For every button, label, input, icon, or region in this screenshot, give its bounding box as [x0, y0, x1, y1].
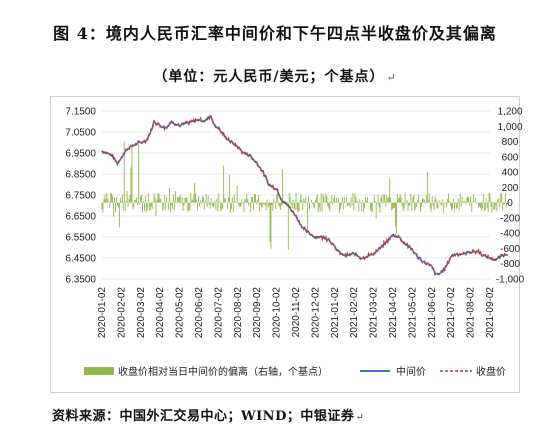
x-axis-tick-label: 2020-08-02 — [233, 287, 244, 339]
legend-swatch-deviation — [84, 367, 114, 375]
x-axis-ticks: 2020-01-02 2020-02-02 2020-03-02 2020-04-02… — [97, 287, 496, 339]
x-axis-tick-label: 2021-01-02 — [330, 287, 341, 339]
chart-frame — [50, 96, 520, 393]
left-axis-tick-label: 7.0500 — [65, 128, 96, 139]
right-axis-tick-label: 1,000 — [497, 122, 522, 133]
subtitle-text: （单位：元人民币/美元；个基点） — [153, 69, 385, 85]
source-note: 资料来源：中国外汇交易中心；WIND；中银证券↵ — [52, 405, 364, 424]
right-axis-tick-label: 1,200 — [497, 107, 522, 118]
left-axis-tick-label: 6.9500 — [65, 149, 96, 160]
x-axis-tick-label: 2021-09-02 — [485, 287, 496, 339]
close-price-line — [101, 114, 509, 276]
x-axis-tick-label: 2020-04-02 — [155, 287, 166, 339]
left-axis-tick-label: 6.3500 — [65, 275, 96, 286]
x-axis-tick-label: 2021-06-02 — [427, 287, 438, 339]
x-axis-tick-label: 2020-07-02 — [213, 287, 224, 339]
right-axis-tick-label: -600 — [500, 244, 520, 255]
left-axis-tick-label: 6.4500 — [65, 254, 96, 265]
chart-title: 图 4：境内人民币汇率中间价和下午四点半收盘价及其偏离 — [53, 24, 497, 43]
legend: 收盘价相对当日中间价的偏离（右轴，个基点） 中间价 收盘价 — [84, 365, 506, 378]
x-axis-tick-label: 2020-03-02 — [136, 287, 147, 339]
legend-label-deviation: 收盘价相对当日中间价的偏离（右轴，个基点） — [118, 365, 328, 378]
left-axis-tick-label: 6.6500 — [65, 212, 96, 223]
x-axis-tick-label: 2021-08-02 — [466, 287, 477, 339]
left-axis-tick-label: 6.7500 — [65, 191, 96, 202]
right-axis-tick-label: -200 — [500, 213, 520, 224]
source-text: 资料来源：中国外汇交易中心；WIND；中银证券 — [52, 409, 355, 424]
left-axis-tick-label: 7.1500 — [65, 107, 96, 118]
x-axis-tick-label: 2021-03-02 — [369, 287, 380, 339]
right-axis-tick-label: 800 — [502, 137, 519, 148]
x-axis-tick-label: 2020-02-02 — [116, 287, 127, 339]
legend-label-close: 收盘价 — [476, 365, 506, 378]
grid-lines — [102, 110, 490, 280]
x-axis-tick-label: 2020-06-02 — [194, 287, 205, 339]
x-axis-tick-label: 2021-07-02 — [446, 287, 457, 339]
x-axis-tick-label: 2020-12-02 — [310, 287, 321, 339]
chart-subtitle: （单位：元人民币/美元；个基点） ↵ — [0, 66, 550, 86]
right-axis-tick-label: -1,000 — [496, 275, 525, 286]
right-axis-tick-label: 600 — [502, 152, 519, 163]
right-axis-tick-label: -400 — [500, 229, 520, 240]
left-axis-tick-label: 6.8500 — [65, 170, 96, 181]
right-axis-tick-label: 0 — [507, 198, 513, 209]
price-lines — [101, 114, 509, 277]
paragraph-mark-icon: ↵ — [355, 412, 365, 423]
legend-label-mid: 中间价 — [396, 365, 426, 378]
x-axis-tick-label: 2020-09-02 — [252, 287, 263, 339]
right-axis-tick-label: 200 — [502, 183, 519, 194]
x-axis-tick-label: 2021-04-02 — [388, 287, 399, 339]
left-axis-tick-label: 6.5500 — [65, 233, 96, 244]
deviation-bars — [101, 141, 508, 250]
x-axis-tick-label: 2020-11-02 — [291, 287, 302, 338]
x-axis-tick-label: 2020-01-02 — [97, 287, 108, 339]
x-axis-tick-label: 2021-05-02 — [407, 287, 418, 339]
right-axis-ticks: 1,200 1,000 800 600 400 200 0 -200 -400 -600 -800 -… — [496, 107, 525, 286]
x-axis-tick-label: 2020-05-02 — [175, 287, 186, 339]
x-axis-tick-label: 2021-02-02 — [349, 287, 360, 339]
right-axis-tick-label: 400 — [502, 168, 519, 179]
right-axis-tick-label: -800 — [500, 259, 520, 270]
x-axis-tick-label: 2020-10-02 — [272, 287, 283, 339]
paragraph-mark-icon: ↵ — [386, 71, 397, 84]
left-axis-ticks: 7.1500 7.0500 6.9500 6.8500 6.7500 6.6500 6.55… — [65, 107, 96, 286]
